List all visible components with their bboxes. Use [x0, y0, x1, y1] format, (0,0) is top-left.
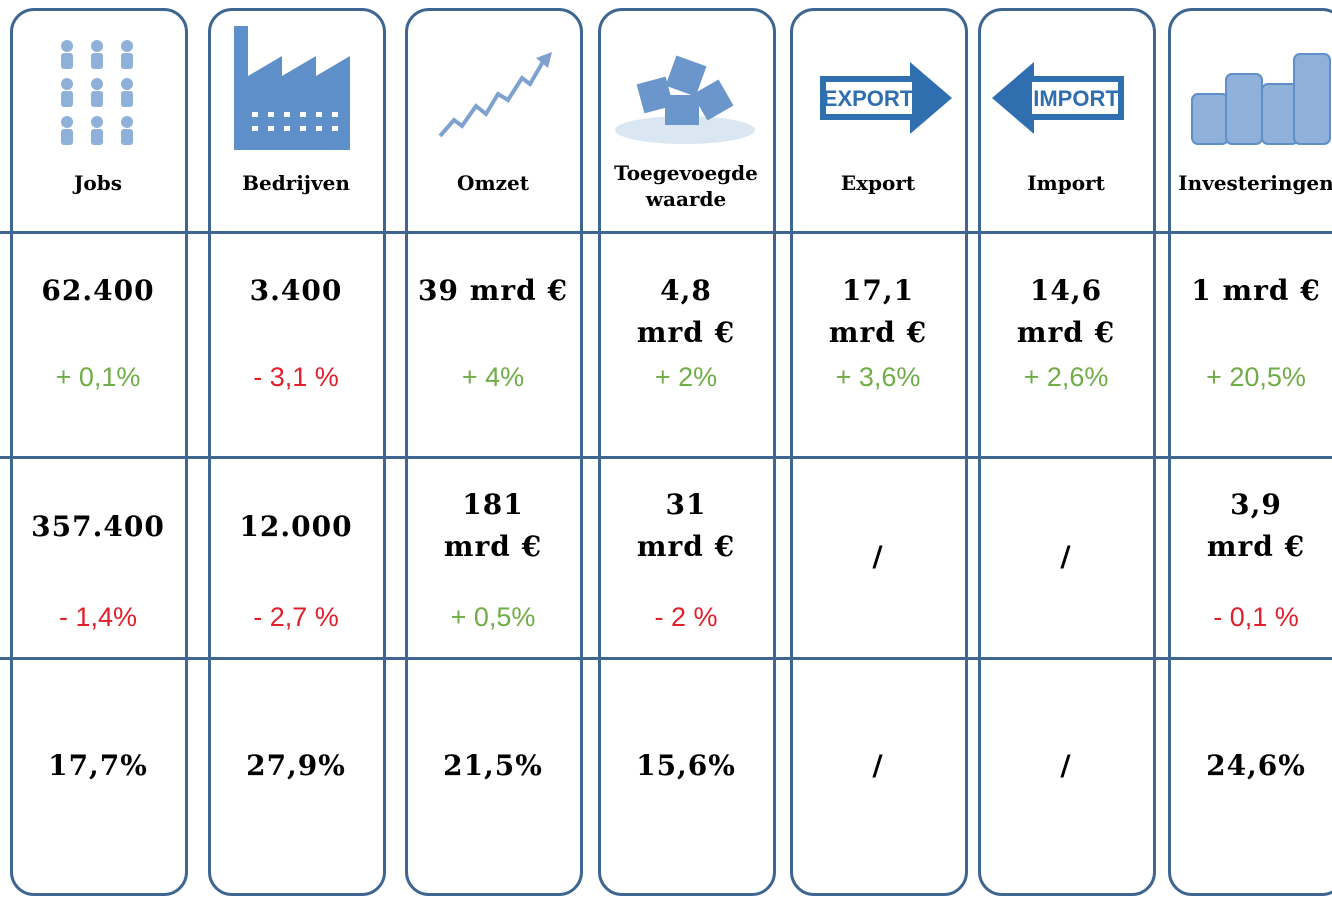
cell-change: + 20,5% [1168, 362, 1332, 393]
cell-value: 181 [405, 484, 581, 526]
cell-change: + 3,6% [790, 362, 966, 393]
cell-value: 21,5% [405, 745, 581, 787]
cell-change: + 0,5% [405, 602, 581, 633]
cell-value: 14,6 [978, 270, 1154, 312]
cell-value: mrd € [790, 312, 966, 354]
cell-value: 62.400 [10, 270, 186, 312]
cell-value: 3,9 [1168, 484, 1332, 526]
column-header: Bedrijven [208, 170, 384, 196]
cell-value: 39 mrd € [405, 270, 581, 312]
cell-value: 3.400 [208, 270, 384, 312]
infographic-table: EXPORT IMPORT Jobs62.400+ 0,1%357.400- 1… [0, 0, 1332, 898]
cell-value: mrd € [598, 312, 774, 354]
column-header: Import [978, 170, 1154, 196]
cell-change: + 2% [598, 362, 774, 393]
cell-value: 27,9% [208, 745, 384, 787]
cell-change: + 0,1% [10, 362, 186, 393]
row-divider [0, 657, 1332, 660]
cell-value: mrd € [598, 526, 774, 568]
cell-value: 31 [598, 484, 774, 526]
cell-value: mrd € [1168, 526, 1332, 568]
cell-value: 24,6% [1168, 745, 1332, 787]
cell-value: 357.400 [10, 506, 186, 548]
cell-value: 17,7% [10, 745, 186, 787]
row-divider [0, 456, 1332, 459]
column-header: Export [790, 170, 966, 196]
cell-value: / [978, 536, 1154, 578]
row-divider [0, 231, 1332, 234]
cell-change: - 2,7 % [208, 602, 384, 633]
cell-value: 4,8 [598, 270, 774, 312]
cell-change: + 2,6% [978, 362, 1154, 393]
column-header: Toegevoegde waarde [598, 160, 774, 212]
column-header: Omzet [405, 170, 581, 196]
cell-change: - 1,4% [10, 602, 186, 633]
cell-value: / [790, 745, 966, 787]
column-header: Jobs [10, 170, 186, 196]
cell-value: 17,1 [790, 270, 966, 312]
cell-change: - 3,1 % [208, 362, 384, 393]
cell-value: mrd € [405, 526, 581, 568]
cell-value: 1 mrd € [1168, 270, 1332, 312]
column-header: Investeringen [1168, 170, 1332, 196]
cell-value: 15,6% [598, 745, 774, 787]
cell-value: / [978, 745, 1154, 787]
cell-value: 12.000 [208, 506, 384, 548]
cell-change: - 0,1 % [1168, 602, 1332, 633]
cell-value: mrd € [978, 312, 1154, 354]
cell-change: + 4% [405, 362, 581, 393]
cell-value: / [790, 536, 966, 578]
cell-change: - 2 % [598, 602, 774, 633]
